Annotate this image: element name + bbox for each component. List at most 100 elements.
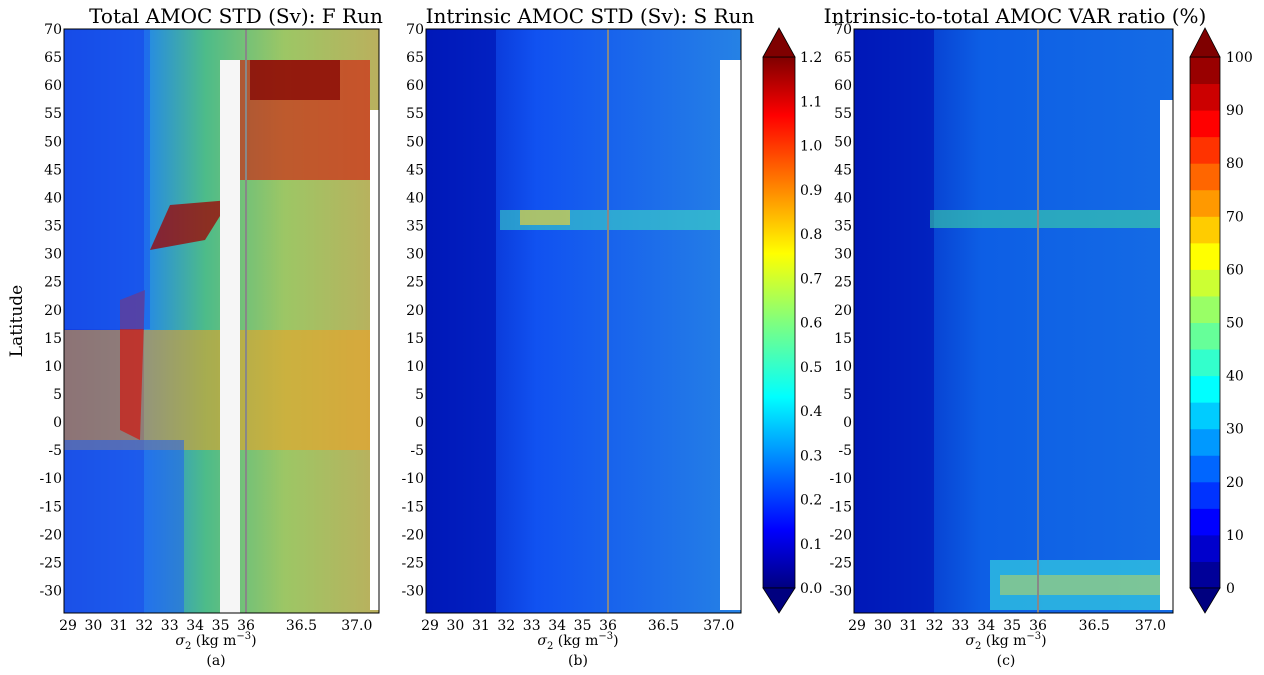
- x-tick-label: 33: [523, 618, 541, 634]
- colorbar-std-tick-label: 0.8: [800, 227, 822, 243]
- y-tick-label: -20: [401, 527, 424, 543]
- colorbar-ratio-bar: [1190, 57, 1220, 589]
- y-tick-label: -30: [829, 584, 852, 600]
- x-tick-label: 37.0: [341, 618, 372, 634]
- colorbar-ratio-tick-label: 10: [1226, 528, 1244, 544]
- y-tick-label: 0: [415, 415, 424, 431]
- y-tick-label: 55: [406, 106, 424, 122]
- y-tick-label: -10: [401, 471, 424, 487]
- y-tick-label: 15: [834, 331, 852, 347]
- y-tick-label: 65: [44, 50, 62, 66]
- y-tick-label: 20: [406, 303, 424, 319]
- colorbar-std-tick-label: 0.6: [800, 316, 822, 332]
- colorbar-std: 0.0 0.1 0.2 0.3 0.4 0.5 0.6 0.7 0.8 0.9 1.0 1.1 1.2: [762, 27, 822, 614]
- colorbar-ratio-level: [1190, 295, 1220, 323]
- y-tick-label: 25: [406, 275, 424, 291]
- y-tick-label: -10: [829, 471, 852, 487]
- colorbar-ratio-level: [1190, 242, 1220, 270]
- panel-a-heatmap: [64, 29, 379, 613]
- y-tick-label: -5: [838, 443, 852, 459]
- colorbar-ratio-level: [1190, 428, 1220, 456]
- y-tick-label: 20: [44, 303, 62, 319]
- x-tick-label: 34: [548, 618, 566, 634]
- x-tick-label: 36.5: [286, 618, 317, 634]
- x-tick-label: 36: [237, 618, 255, 634]
- x-tick-label: 32: [926, 618, 944, 634]
- y-tick-label: 15: [406, 331, 424, 347]
- y-tick-label: 40: [44, 190, 62, 206]
- colorbar-std-tick-label: 0.9: [800, 183, 822, 199]
- y-tick-label: 55: [44, 106, 62, 122]
- colorbar-ratio-tick-label: 70: [1226, 209, 1244, 225]
- colorbar-ratio-level: [1190, 57, 1220, 85]
- y-tick-label: -10: [39, 471, 62, 487]
- colorbar-std-tick-label: 0.2: [800, 493, 822, 509]
- y-tick-label: 30: [834, 247, 852, 263]
- panel-b-heatmap: [426, 29, 741, 613]
- y-tick-label: 60: [406, 78, 424, 94]
- x-tick-label: 35: [1003, 618, 1021, 634]
- x-tick-label: 36: [1029, 618, 1047, 634]
- x-tick-label: 37.0: [703, 618, 734, 634]
- colorbar-ratio-tick-label: 20: [1226, 475, 1244, 491]
- x-tick-label: 31: [472, 618, 490, 634]
- colorbar-std-tick-label: 1.2: [800, 50, 822, 66]
- panel-a-y-ticks: 7065605550454035302520151050-5-10-15-20-…: [39, 22, 62, 600]
- y-tick-label: 0: [843, 415, 852, 431]
- y-tick-label: 50: [834, 134, 852, 150]
- x-tick-label: 31: [900, 618, 918, 634]
- y-tick-label: 10: [834, 359, 852, 375]
- y-tick-label: 0: [53, 415, 62, 431]
- colorbar-ratio-level: [1190, 508, 1220, 536]
- panel-a-label: (a): [206, 653, 225, 669]
- y-tick-label: 10: [44, 359, 62, 375]
- colorbar-ratio-tick-label: 0: [1226, 581, 1235, 597]
- panel-c-xlabel: σ2 (kg m−3): [965, 631, 1046, 652]
- colorbar-ratio-tick-label: 90: [1226, 103, 1244, 119]
- y-tick-label: -30: [401, 584, 424, 600]
- x-tick-label: 33: [952, 618, 970, 634]
- panel-b-x-ticks: 29 30 31 32 33 34 35 36 36.5 37.0: [421, 618, 734, 634]
- y-tick-label: 50: [406, 134, 424, 150]
- colorbar-ratio-level: [1190, 322, 1220, 350]
- x-tick-label: 29: [421, 618, 439, 634]
- x-tick-label: 31: [110, 618, 128, 634]
- x-tick-label: 36.5: [648, 618, 679, 634]
- colorbar-std-tick-label: 1.1: [800, 94, 822, 110]
- y-tick-label: 35: [834, 219, 852, 235]
- y-tick-label: -30: [39, 584, 62, 600]
- colorbar-ratio-tick-label: 40: [1226, 369, 1244, 385]
- colorbar-std-tick-label: 0.7: [800, 271, 822, 287]
- y-tick-label: -25: [39, 555, 62, 571]
- x-tick-label: 30: [447, 618, 465, 634]
- colorbar-ratio-level: [1190, 83, 1220, 111]
- y-tick-label: 45: [44, 162, 62, 178]
- x-tick-label: 30: [874, 618, 892, 634]
- colorbar-ratio-upper-extend: [1189, 27, 1221, 58]
- y-tick-label: -20: [39, 527, 62, 543]
- y-tick-label: 25: [834, 275, 852, 291]
- y-tick-label: 5: [53, 387, 62, 403]
- x-tick-label: 36: [599, 618, 617, 634]
- y-tick-label: 30: [406, 247, 424, 263]
- panel-b: Intrinsic AMOC STD (Sv): S Run 706560555…: [401, 4, 754, 669]
- y-tick-label: 70: [834, 22, 852, 38]
- y-tick-label: 45: [406, 162, 424, 178]
- y-tick-label: -15: [401, 499, 424, 515]
- y-tick-label: 30: [44, 247, 62, 263]
- colorbar-std-tick-label: 0.4: [800, 404, 822, 420]
- panel-b-frame: [425, 28, 742, 614]
- panel-c-label: (c): [997, 653, 1016, 669]
- panel-b-title: Intrinsic AMOC STD (Sv): S Run: [426, 4, 755, 28]
- colorbar-ratio-level: [1190, 455, 1220, 483]
- colorbar-ratio: 0 10 20 30 40 50 60 70 80 90 100: [1189, 27, 1253, 614]
- y-tick-label: 65: [834, 50, 852, 66]
- panel-c-title: Intrinsic-to-total AMOC VAR ratio (%): [824, 4, 1207, 28]
- colorbar-ratio-level: [1190, 269, 1220, 297]
- y-tick-label: 25: [44, 275, 62, 291]
- x-tick-label: 30: [85, 618, 103, 634]
- x-tick-label: 32: [135, 618, 153, 634]
- colorbar-std-tick-label: 0.1: [800, 537, 822, 553]
- colorbar-ratio-level: [1190, 349, 1220, 377]
